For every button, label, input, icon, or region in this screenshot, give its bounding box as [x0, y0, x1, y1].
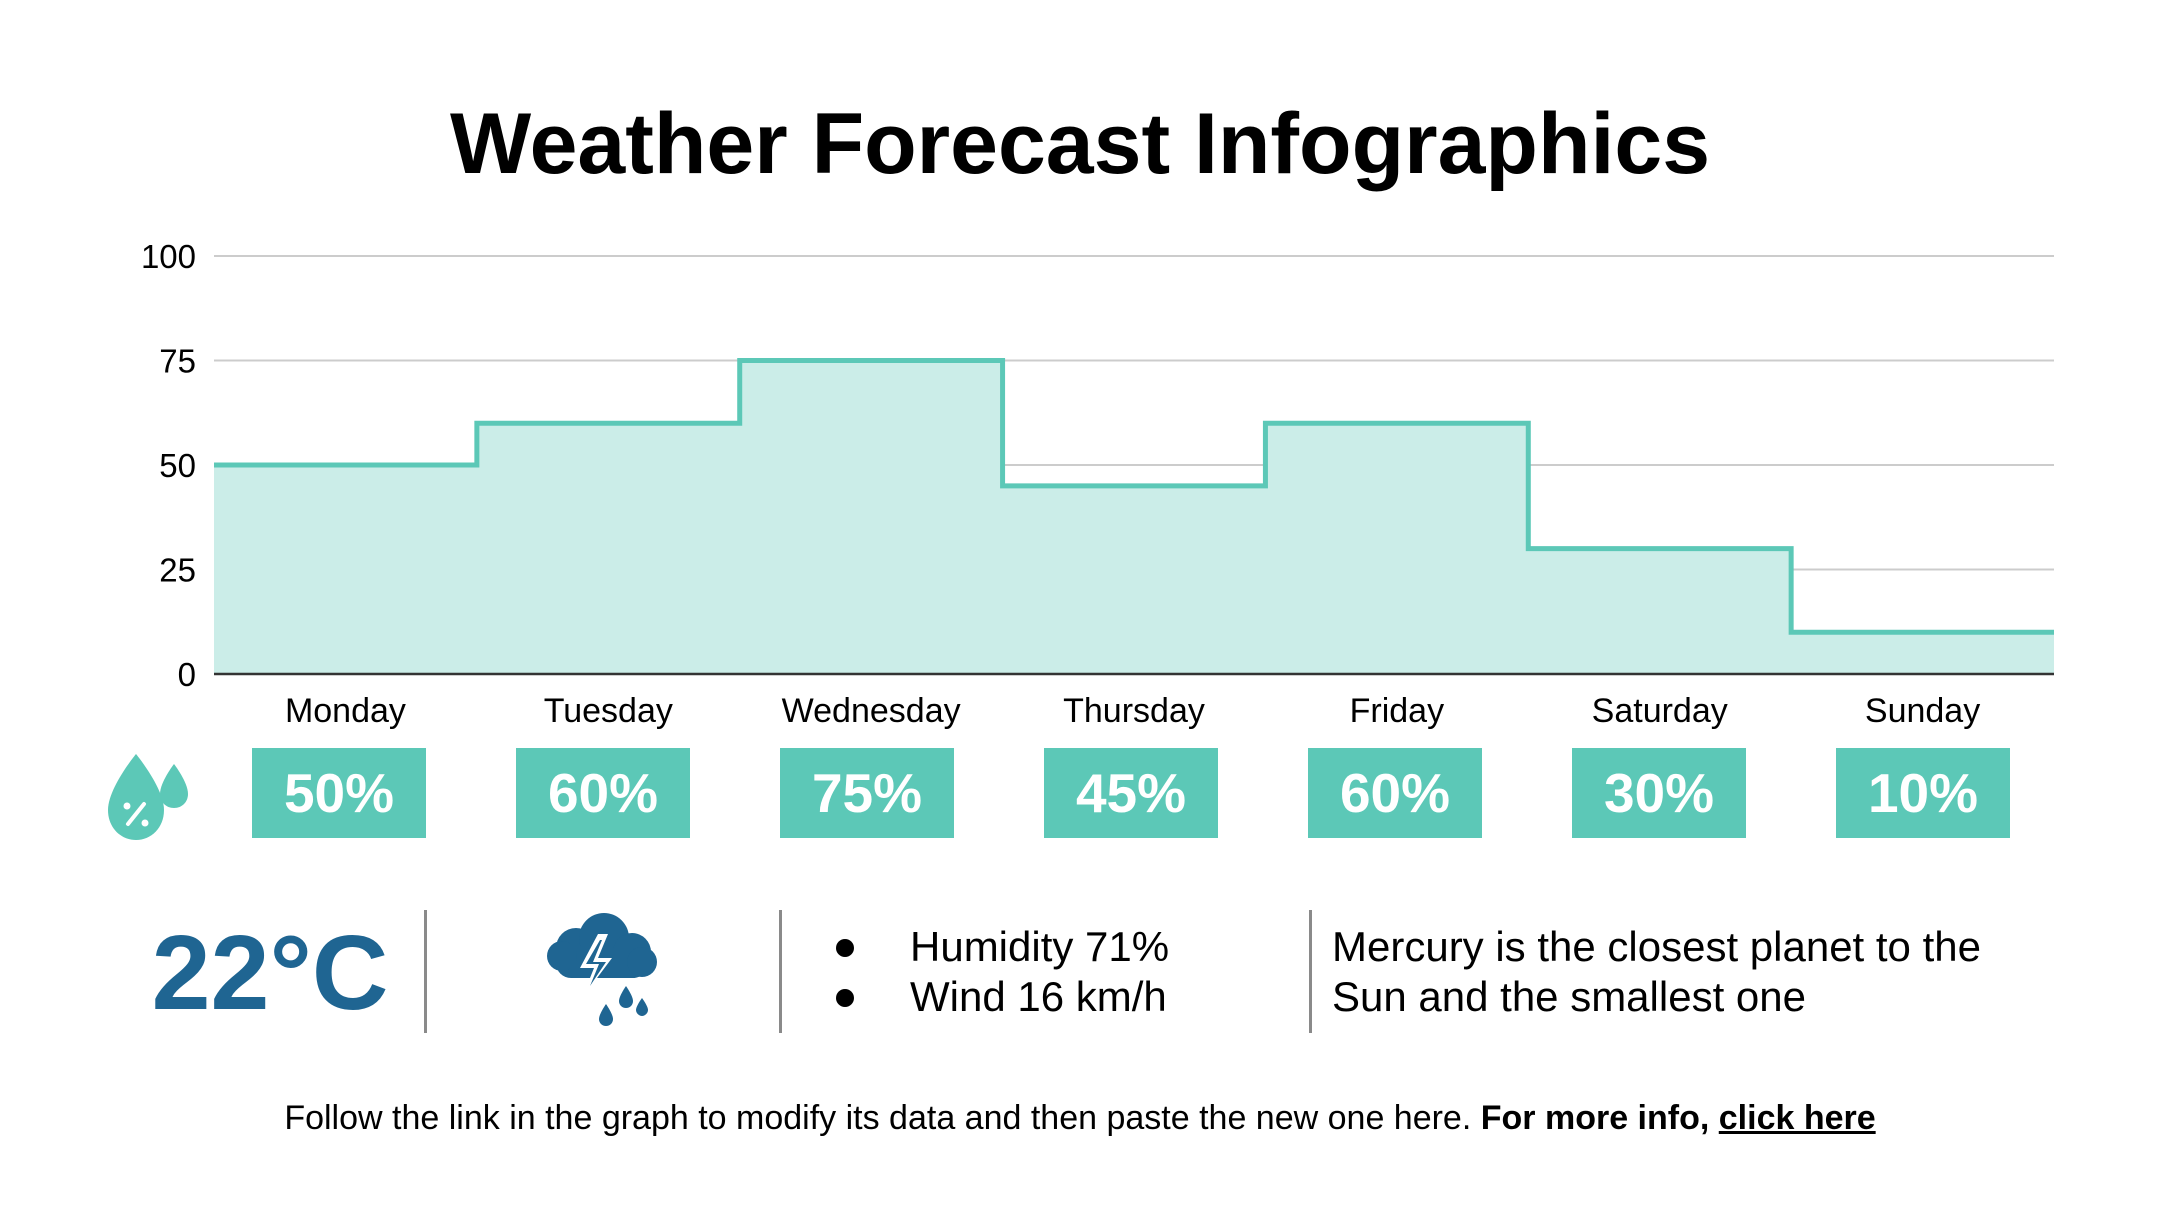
description-line: Sun and the smallest one: [1332, 973, 1806, 1020]
divider: [1309, 910, 1312, 1033]
x-tick-label: Sunday: [1865, 692, 1980, 730]
humidity-text: Humidity 71%: [910, 923, 1170, 970]
x-tick-label: Friday: [1350, 692, 1444, 730]
page-title: Weather Forecast Infographics: [449, 96, 1711, 192]
x-tick-label: Wednesday: [782, 692, 961, 730]
precipitation-step-chart: 0 25 50 75 100 Monday Tuesday Wednesday Thursda…: [141, 238, 2054, 730]
precip-thursday: 45%: [1044, 748, 1218, 838]
x-tick-label: Tuesday: [544, 692, 673, 730]
precip-friday: 60%: [1308, 748, 1482, 838]
more-info-link[interactable]: click here: [1718, 1099, 1876, 1137]
list-item: Humidity 71%: [828, 922, 1169, 972]
temperature-value: 22°C: [151, 914, 389, 1032]
y-tick-label: 50: [159, 447, 196, 484]
wind-text: Wind 16 km/h: [910, 973, 1167, 1020]
y-tick-label: 100: [141, 238, 196, 275]
conditions-list: Humidity 71% Wind 16 km/h: [828, 922, 1169, 1022]
x-tick-label: Monday: [285, 692, 406, 730]
y-tick-label: 75: [159, 343, 196, 380]
precip-tuesday: 60%: [516, 748, 690, 838]
precip-saturday: 30%: [1572, 748, 1746, 838]
chart-area-fill: [214, 360, 2054, 674]
bullet-icon: [836, 939, 854, 957]
x-tick-label: Thursday: [1063, 692, 1205, 730]
description-line: Mercury is the closest planet to the: [1332, 923, 1981, 970]
footer-text: Follow the link in the graph to modify i…: [284, 1099, 1472, 1137]
precip-monday: 50%: [252, 748, 426, 838]
footer-bold-text: For more info,: [1480, 1099, 1710, 1137]
bullet-icon: [836, 989, 854, 1007]
storm-cloud-lightning-icon: [547, 913, 657, 1026]
description: Mercury is the closest planet to the Sun…: [1332, 922, 2052, 1022]
y-tick-label: 25: [159, 552, 196, 589]
precip-wednesday: 75%: [780, 748, 954, 838]
water-drop-percent-icon: [108, 754, 188, 840]
y-tick-label: 0: [178, 656, 196, 693]
chart-step-line: [214, 358, 2054, 635]
precip-sunday: 10%: [1836, 748, 2010, 838]
list-item: Wind 16 km/h: [828, 972, 1169, 1022]
x-tick-label: Saturday: [1592, 692, 1728, 730]
footer: Follow the link in the graph to modify i…: [0, 1096, 2160, 1140]
divider: [779, 910, 782, 1033]
divider: [424, 910, 427, 1033]
